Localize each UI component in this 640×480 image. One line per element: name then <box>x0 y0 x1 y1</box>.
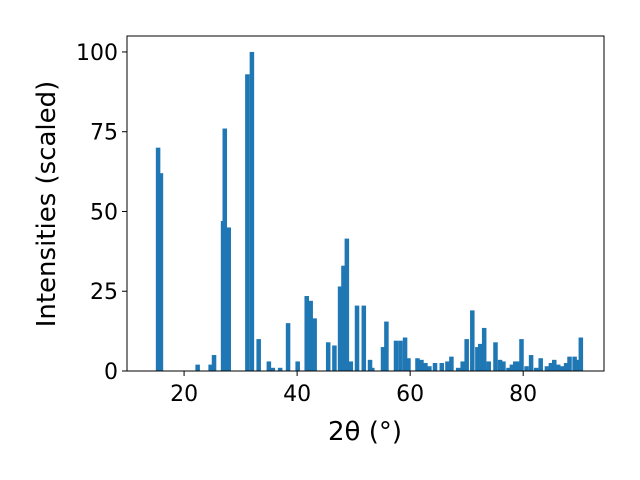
bar <box>506 367 511 371</box>
y-tick-label: 100 <box>76 41 118 66</box>
bar <box>572 356 577 371</box>
bar <box>348 361 354 371</box>
bar <box>493 342 498 371</box>
bar <box>519 339 524 371</box>
bar <box>367 359 373 371</box>
bar <box>423 363 428 371</box>
x-tick-label: 60 <box>396 382 424 407</box>
bar <box>245 74 250 372</box>
bar <box>249 51 255 371</box>
bar <box>544 366 550 371</box>
bar <box>427 366 432 371</box>
y-tick-label: 50 <box>90 200 118 225</box>
bar <box>402 337 408 371</box>
bar <box>312 318 317 371</box>
bar <box>415 358 420 371</box>
bar <box>222 128 228 371</box>
bar <box>295 361 300 371</box>
bar <box>460 361 465 371</box>
bar <box>332 345 337 371</box>
bar <box>513 361 518 371</box>
bar <box>432 363 438 371</box>
bar <box>155 147 161 371</box>
bar <box>398 340 403 371</box>
bar <box>555 364 561 371</box>
bar <box>344 238 350 371</box>
bar <box>208 364 213 371</box>
bar <box>270 367 276 371</box>
bar <box>439 363 445 371</box>
bar <box>158 173 164 371</box>
x-tick-label: 20 <box>170 382 198 407</box>
bar <box>285 323 291 371</box>
bar <box>497 359 503 371</box>
bar <box>486 361 491 371</box>
bar <box>361 305 367 371</box>
bar <box>419 359 424 371</box>
bar <box>528 355 534 371</box>
bar <box>516 361 521 371</box>
bar <box>384 321 389 371</box>
bar <box>509 364 515 371</box>
bar <box>533 367 539 371</box>
bar <box>524 366 529 371</box>
bar <box>538 358 543 371</box>
x-tick-label: 40 <box>283 382 311 407</box>
y-axis-label: Intensities (scaled) <box>32 81 62 328</box>
bar <box>226 227 231 371</box>
bar <box>464 339 469 371</box>
bar <box>370 367 375 371</box>
bar <box>575 359 581 371</box>
bar <box>266 361 272 371</box>
x-tick-label: 80 <box>509 382 537 407</box>
bar <box>277 367 283 371</box>
bar <box>449 356 454 371</box>
bar <box>445 361 450 371</box>
bar <box>195 364 200 371</box>
bar <box>559 366 565 371</box>
bar <box>578 337 584 371</box>
bar <box>211 355 217 371</box>
bar <box>552 359 557 371</box>
bar <box>308 300 313 371</box>
y-tick-label: 25 <box>90 280 118 305</box>
bar <box>501 361 506 371</box>
bar <box>325 342 331 371</box>
bar <box>406 358 411 371</box>
bar <box>548 363 554 371</box>
bar <box>477 343 483 371</box>
bar <box>341 265 346 371</box>
bar <box>256 339 261 371</box>
bar <box>393 340 399 371</box>
bar <box>567 356 572 371</box>
y-tick-label: 75 <box>90 121 118 146</box>
bar <box>304 296 309 371</box>
bar <box>470 310 475 371</box>
bar <box>337 286 343 371</box>
bar <box>481 327 487 371</box>
y-tick-label: 0 <box>104 360 118 385</box>
x-axis-label: 2θ (°) <box>328 417 402 447</box>
bar <box>455 367 461 371</box>
bar <box>380 347 386 371</box>
bar <box>563 363 569 371</box>
bar <box>475 347 480 371</box>
plot-frame <box>126 35 605 372</box>
bar <box>354 305 360 371</box>
